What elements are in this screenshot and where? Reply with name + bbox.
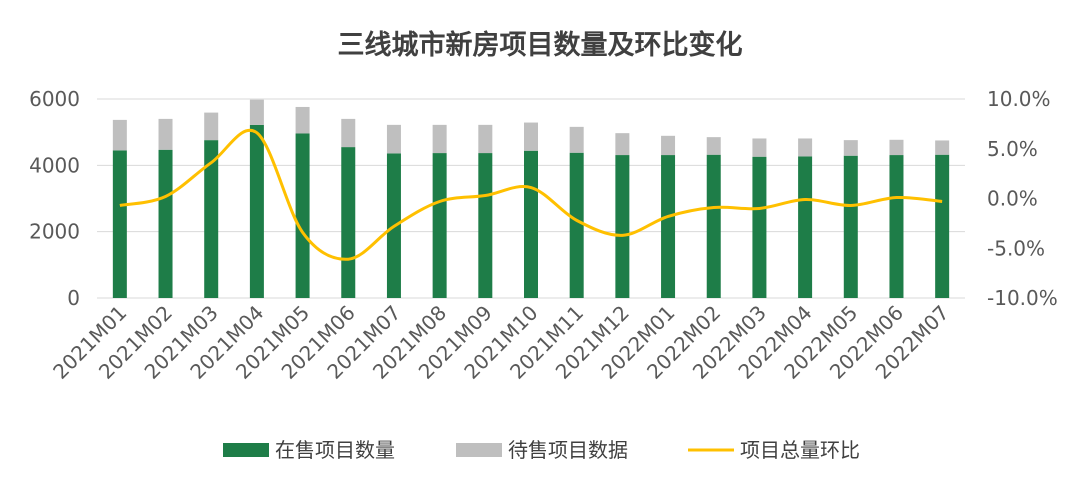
bar-on-sale [706, 154, 721, 298]
bar-on-sale [295, 133, 310, 298]
line-total-mom [119, 128, 943, 261]
bar-pending-sale [341, 118, 356, 148]
bar-pending-sale [158, 118, 173, 150]
chart-title: 三线城市新房项目数量及环比变化 [338, 29, 743, 61]
legend-pending-sale: 待售项目数据 [456, 438, 628, 462]
bar-pending-sale [843, 140, 858, 156]
bar-on-sale [478, 153, 493, 298]
bar-pending-sale [432, 124, 447, 154]
bar-on-sale [889, 155, 904, 298]
y-right-tick-label: -5.0% [987, 236, 1045, 260]
y-axis-right: -10.0% -5.0% 0.0% 5.0% 10.0% [987, 87, 1058, 310]
y-left-tick-label: 6000 [29, 87, 80, 111]
bar-on-sale [935, 154, 950, 298]
bar-pending-sale [386, 124, 401, 154]
y-right-tick-label: 0.0% [987, 187, 1038, 211]
bar-on-sale [524, 150, 538, 298]
bar-pending-sale [569, 126, 584, 153]
bar-pending-sale [478, 124, 493, 154]
bar-pending-sale [706, 137, 721, 155]
legend: 在售项目数量 待售项目数据 项目总量环比 [223, 438, 860, 462]
legend-swatch [223, 443, 269, 457]
legend-label: 在售项目数量 [275, 438, 395, 462]
y-right-tick-label: -10.0% [987, 286, 1058, 310]
legend-on-sale: 在售项目数量 [223, 438, 395, 462]
legend-label: 项目总量环比 [740, 438, 860, 462]
bar-pending-sale [295, 106, 310, 134]
bar-on-sale [249, 124, 264, 299]
y-left-tick-label: 2000 [29, 220, 80, 244]
bars [112, 99, 950, 299]
bar-pending-sale [615, 133, 630, 156]
bar-pending-sale [112, 119, 127, 151]
bar-on-sale [843, 155, 858, 298]
bar-pending-sale [204, 112, 219, 141]
y-left-tick-label: 0 [67, 286, 80, 310]
y-right-tick-label: 10.0% [987, 87, 1051, 111]
bar-pending-sale [935, 140, 950, 155]
bar-pending-sale [524, 122, 538, 151]
bar-on-sale [341, 147, 356, 298]
x-axis: 2021M012021M022021M032021M042021M052021M… [48, 301, 953, 384]
bar-on-sale [204, 140, 219, 298]
legend-label: 待售项目数据 [508, 438, 628, 462]
bar-on-sale [112, 150, 127, 298]
bar-pending-sale [752, 138, 767, 157]
bar-pending-sale [661, 135, 676, 156]
bar-on-sale [569, 152, 584, 298]
bar-pending-sale [249, 99, 264, 125]
bar-on-sale [752, 156, 767, 298]
bar-on-sale [798, 156, 813, 298]
bar-pending-sale [889, 139, 904, 156]
bar-on-sale [615, 155, 630, 298]
bar-on-sale [158, 149, 173, 298]
legend-total-mom: 项目总量环比 [688, 438, 860, 462]
y-axis-left: 0 2000 4000 6000 [29, 87, 80, 310]
bar-on-sale [432, 153, 447, 298]
legend-swatch [456, 443, 502, 457]
y-left-tick-label: 4000 [29, 153, 80, 177]
line-series [119, 128, 943, 261]
bar-on-sale [661, 155, 676, 298]
bar-pending-sale [798, 138, 813, 157]
y-right-tick-label: 5.0% [987, 137, 1038, 161]
